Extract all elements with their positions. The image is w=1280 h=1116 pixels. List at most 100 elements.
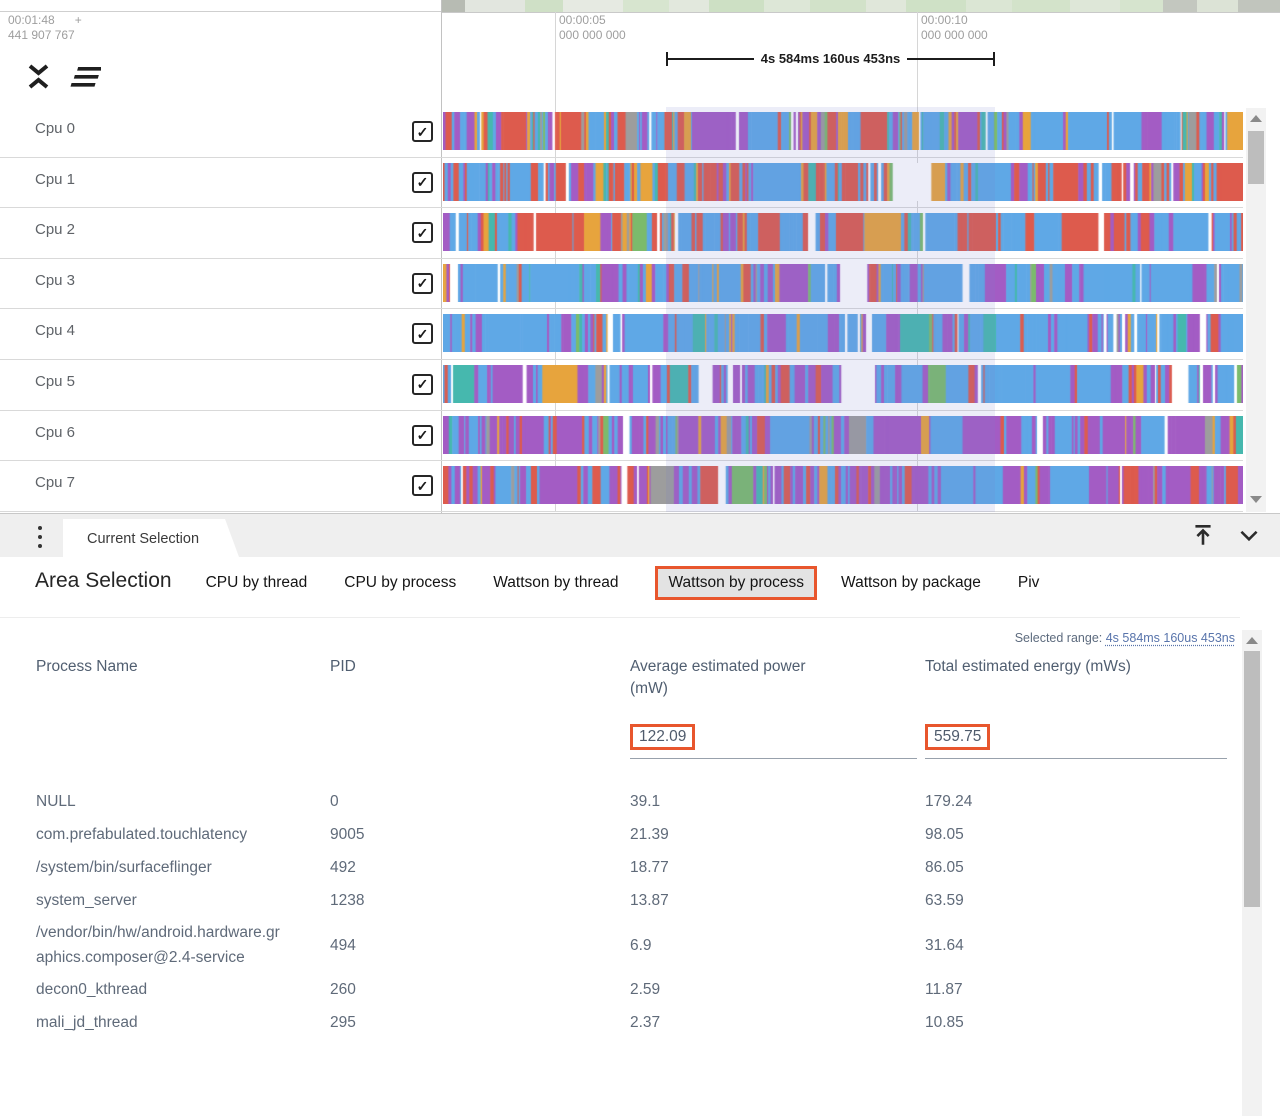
page-title: Area Selection	[35, 569, 172, 592]
selected-range-value[interactable]: 4s 584ms 160us 453ns	[1105, 631, 1235, 645]
pid-cell: 494	[330, 936, 356, 954]
timeline-overview-strip[interactable]	[441, 0, 1280, 13]
track-checkbox[interactable]: ✓	[412, 373, 433, 395]
overview-segment	[1070, 0, 1120, 12]
cpu-track-canvas[interactable]	[443, 112, 1243, 150]
selection-duration-label: 4s 584ms 160us 453ns	[760, 51, 901, 66]
track-checkbox[interactable]: ✓	[412, 171, 433, 193]
table-row: /vendor/bin/hw/android.hardware.graphics…	[36, 917, 1235, 973]
total-energy-cell: 63.59	[925, 892, 964, 909]
cpu-track-canvas[interactable]	[443, 364, 1243, 403]
track-label: Cpu 3	[35, 271, 76, 289]
avg-power-cell: 39.1	[630, 793, 661, 810]
cpu-track-canvas[interactable]	[443, 466, 1243, 505]
tab-piv[interactable]: Piv	[1017, 574, 1040, 591]
cpu-track-row[interactable]: Cpu 6 ✓	[0, 411, 1243, 462]
overview-segment	[1012, 0, 1070, 12]
table-body: NULL 0 39.1 179.24 com.prefabulated.touchlat…	[36, 785, 1235, 1039]
tab-current-selection[interactable]: Current Selection	[63, 519, 239, 557]
ruler-gridline-10s	[917, 12, 918, 512]
process-name-cell: /vendor/bin/hw/android.hardware.graphics…	[36, 924, 280, 966]
tracks-scrollbar-thumb[interactable]	[1248, 131, 1264, 184]
panel-drag-handle-icon[interactable]	[33, 524, 47, 550]
table-header-row: Process Name PID Average estimated power…	[36, 656, 1235, 700]
cpu-track-canvas[interactable]	[443, 213, 1243, 252]
collapse-tracks-icon[interactable]	[26, 62, 51, 91]
selection-span-bracket: 4s 584ms 160us 453ns	[666, 51, 995, 66]
process-name-cell: mali_jd_thread	[36, 1014, 138, 1031]
cpu-track-list: Cpu 0 ✓ Cpu 1 ✓ Cpu 2 ✓ Cpu 3 ✓ Cpu 4 ✓ Cpu 5 ✓ Cpu …	[0, 107, 1243, 512]
bracket-right-cap	[993, 51, 995, 66]
track-label: Cpu 5	[35, 372, 76, 390]
panel-scrollbar[interactable]	[1242, 630, 1262, 1116]
track-checkbox[interactable]: ✓	[412, 222, 433, 244]
cpu-track-row[interactable]: Cpu 5 ✓	[0, 360, 1243, 411]
track-checkbox[interactable]: ✓	[412, 272, 433, 294]
tracks-scrollbar[interactable]	[1246, 108, 1266, 512]
avg-power-cell: 2.37	[630, 1014, 661, 1031]
sort-tracks-icon[interactable]	[67, 64, 101, 90]
cpu-track-row[interactable]: Cpu 0 ✓	[0, 107, 1243, 158]
overview-segment	[906, 0, 966, 12]
track-checkbox[interactable]: ✓	[412, 475, 433, 497]
track-label: Cpu 4	[35, 322, 76, 340]
cpu-track-row[interactable]: Cpu 2 ✓	[0, 208, 1243, 259]
panel-scrollbar-thumb[interactable]	[1244, 651, 1260, 907]
cpu-track-row[interactable]: Cpu 7 ✓	[0, 461, 1243, 512]
overview-segment	[465, 0, 525, 12]
tab-wattson-by-package[interactable]: Wattson by package	[841, 574, 981, 591]
overview-segment	[1238, 0, 1280, 12]
selected-range: Selected range: 4s 584ms 160us 453ns	[435, 631, 1235, 645]
tab-wattson-by-thread[interactable]: Wattson by thread	[493, 574, 619, 591]
table-row: decon0_kthread 260 2.59 11.87	[36, 973, 1235, 1006]
overview-segment	[764, 0, 810, 12]
pid-cell: 260	[330, 981, 356, 998]
cpu-track-row[interactable]: Cpu 4 ✓	[0, 309, 1243, 360]
process-name-cell: decon0_kthread	[36, 981, 148, 998]
overview-segment	[966, 0, 1012, 12]
pid-cell: 295	[330, 1014, 356, 1031]
process-name-cell: /system/bin/surfaceflinger	[36, 859, 212, 876]
overview-segment	[866, 0, 906, 12]
cursor-timestamp: 00:01:48 + 441 907 767	[8, 13, 82, 43]
collapse-panel-chevron-icon[interactable]	[1236, 522, 1262, 548]
cpu-track-canvas[interactable]	[443, 415, 1243, 454]
overview-segment	[669, 0, 709, 12]
cpu-track-row[interactable]: Cpu 1 ✓	[0, 158, 1243, 209]
ruler-gridline-5s	[555, 12, 556, 512]
overview-segment	[709, 0, 764, 12]
scroll-up-arrow[interactable]	[1250, 115, 1262, 122]
selected-range-label: Selected range:	[1014, 631, 1103, 645]
tab-wattson-by-process[interactable]: Wattson by process	[655, 566, 818, 600]
total-energy-cell: 86.05	[925, 859, 964, 876]
track-checkbox[interactable]: ✓	[412, 121, 433, 142]
tab-cpu-by-process[interactable]: CPU by process	[344, 574, 457, 591]
track-label: Cpu 1	[35, 170, 76, 188]
ruler-tick-5s: 00:00:05 000 000 000	[559, 13, 626, 42]
total-energy-cell: 11.87	[925, 981, 963, 998]
scroll-down-arrow[interactable]	[1250, 496, 1262, 503]
track-label: Cpu 2	[35, 221, 76, 239]
col-header-total-energy: Total estimated energy (mWs)	[925, 658, 1131, 675]
cpu-track-row[interactable]: Cpu 3 ✓	[0, 259, 1243, 310]
summary-avg-power: 122.09	[630, 724, 696, 750]
track-checkbox[interactable]: ✓	[412, 424, 433, 446]
table-row: com.prefabulated.touchlatency 9005 21.39 98…	[36, 818, 1235, 851]
summary-total-energy: 559.75	[925, 724, 991, 750]
cpu-track-canvas[interactable]	[443, 314, 1243, 353]
cursor-ns: 441 907 767	[8, 28, 75, 42]
table-row: system_server 1238 13.87 63.59	[36, 884, 1235, 917]
expand-panel-icon[interactable]	[1190, 522, 1216, 548]
pid-cell: 1238	[330, 892, 365, 909]
tab-cpu-by-thread[interactable]: CPU by thread	[205, 574, 308, 591]
overview-segment	[623, 0, 669, 12]
ruler-tick-10s: 00:00:10 000 000 000	[921, 13, 988, 42]
cpu-track-canvas[interactable]	[443, 162, 1243, 201]
track-checkbox[interactable]: ✓	[412, 323, 433, 345]
cpu-track-canvas[interactable]	[443, 263, 1243, 302]
panel-scroll-up-arrow[interactable]	[1246, 637, 1258, 644]
overview-segment	[1120, 0, 1163, 12]
track-label: Cpu 6	[35, 423, 76, 441]
table-row: /system/bin/surfaceflinger 492 18.77 86.05	[36, 851, 1235, 884]
process-name-cell: NULL	[36, 793, 76, 810]
